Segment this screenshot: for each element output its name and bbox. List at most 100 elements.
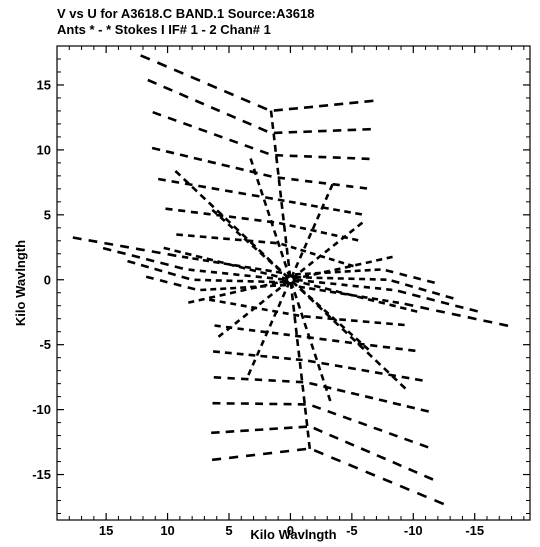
uv-point <box>334 267 341 272</box>
uv-point <box>181 255 189 259</box>
uv-point <box>359 186 368 190</box>
uv-point <box>257 248 265 256</box>
uv-point <box>213 133 223 139</box>
uv-point <box>306 430 310 438</box>
uv-track <box>295 275 454 300</box>
uv-point <box>208 295 216 300</box>
uv-point <box>265 268 272 273</box>
uv-point <box>332 182 340 187</box>
uv-point <box>269 427 278 431</box>
uv-track <box>249 158 332 402</box>
uv-point <box>310 228 317 233</box>
uv-point <box>350 319 358 323</box>
uv-point <box>291 177 299 182</box>
uv-point <box>329 290 337 294</box>
uv-point <box>276 240 281 248</box>
uv-point <box>165 150 175 155</box>
uv-point <box>104 241 114 246</box>
uv-point <box>291 273 298 280</box>
uv-track <box>212 401 429 449</box>
uv-point <box>313 271 320 276</box>
uv-point <box>307 279 315 284</box>
uv-point <box>330 456 341 463</box>
uv-track <box>269 110 312 450</box>
uv-point <box>278 190 283 198</box>
uv-point <box>431 291 441 296</box>
uv-point <box>344 340 353 345</box>
uv-point <box>238 191 247 196</box>
uv-point <box>341 327 348 335</box>
uv-point <box>275 286 282 293</box>
uv-point <box>378 300 386 305</box>
uv-point <box>270 241 277 245</box>
uv-point <box>362 320 370 324</box>
chart-subtitle: Ants * - * Stokes I IF# 1 - 2 Chan# 1 <box>57 22 271 37</box>
uv-point <box>283 280 290 286</box>
uv-point <box>212 350 221 354</box>
uv-point <box>332 339 340 343</box>
uv-point <box>324 247 331 254</box>
uv-point <box>250 286 258 290</box>
uv-point <box>163 85 173 92</box>
uv-point <box>184 182 193 187</box>
uv-point <box>399 272 408 277</box>
uv-track <box>147 78 371 135</box>
uv-point <box>285 281 291 288</box>
uv-point <box>286 259 291 267</box>
uv-point <box>324 193 330 201</box>
uv-point <box>382 298 389 303</box>
uv-point <box>272 230 278 237</box>
uv-point <box>313 426 323 433</box>
uv-point <box>207 160 217 165</box>
uv-point <box>321 361 330 366</box>
uv-point <box>290 245 297 250</box>
uv-point <box>182 177 190 185</box>
uv-track <box>152 110 370 161</box>
uv-point <box>225 430 235 434</box>
x-tick-label: -15 <box>465 523 484 538</box>
uv-point <box>483 319 493 324</box>
uv-point <box>119 244 130 249</box>
uv-point <box>219 293 226 297</box>
uv-point <box>207 201 215 209</box>
uv-point <box>230 302 237 306</box>
uv-point <box>260 270 268 276</box>
uv-point <box>163 246 171 251</box>
uv-point <box>378 398 388 403</box>
uv-point <box>272 133 276 141</box>
uv-point <box>336 388 346 393</box>
uv-point <box>227 223 234 230</box>
uv-point <box>266 256 273 264</box>
uv-point <box>310 343 315 351</box>
uv-point <box>261 283 268 288</box>
uv-point <box>303 322 308 330</box>
uv-point <box>127 259 136 265</box>
uv-point <box>277 179 281 187</box>
uv-point <box>334 102 344 106</box>
uv-point <box>420 408 430 413</box>
uv-track <box>140 54 374 112</box>
uv-point <box>240 288 247 293</box>
uv-point <box>294 327 298 335</box>
uv-point <box>399 382 407 390</box>
uv-point <box>299 373 304 381</box>
uv-point <box>419 443 429 449</box>
uv-point <box>152 110 162 117</box>
uv-point <box>251 359 257 366</box>
y-tick-label: -10 <box>32 402 51 417</box>
uv-point <box>388 373 397 378</box>
uv-point <box>295 358 303 362</box>
uv-point <box>293 316 297 324</box>
uv-track <box>296 278 479 313</box>
uv-point <box>298 425 308 429</box>
uv-point <box>288 107 299 111</box>
uv-point <box>259 188 264 196</box>
uv-point <box>327 409 337 416</box>
uv-point <box>300 248 307 253</box>
uv-point <box>347 263 354 268</box>
y-tick-label: 15 <box>37 77 51 92</box>
uv-track <box>211 208 370 351</box>
uv-point <box>102 246 112 252</box>
uv-point <box>276 167 280 175</box>
uv-point <box>281 213 285 221</box>
